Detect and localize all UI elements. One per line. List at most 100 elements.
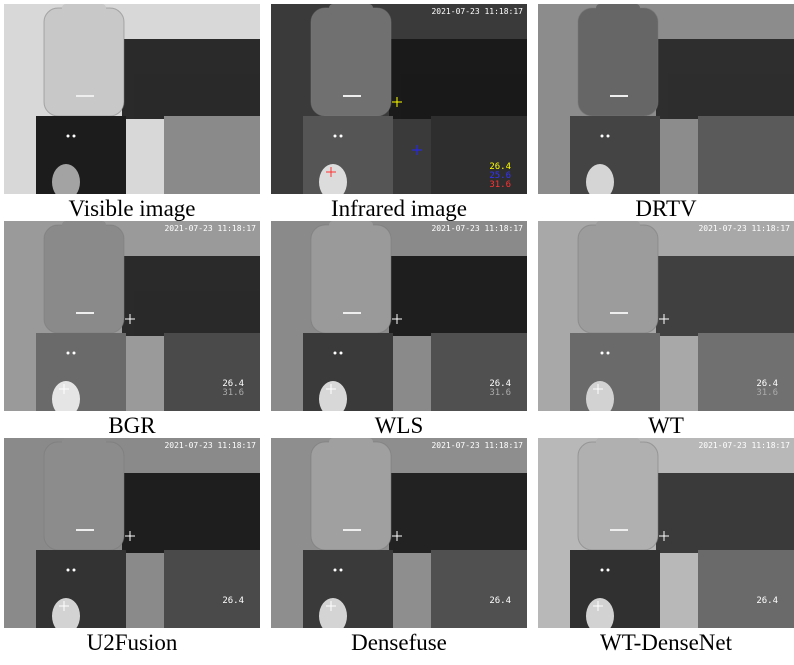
indicator bbox=[607, 352, 610, 355]
box bbox=[164, 550, 260, 628]
temperature-reading: 26.4 bbox=[489, 596, 511, 606]
box bbox=[698, 116, 794, 194]
box bbox=[431, 333, 527, 411]
indicator bbox=[607, 135, 610, 138]
monitor-lower bbox=[401, 74, 527, 119]
indicator bbox=[607, 569, 610, 572]
panel: DRTV bbox=[538, 4, 794, 222]
monitor-lower bbox=[668, 508, 794, 553]
box bbox=[431, 116, 527, 194]
indicator bbox=[67, 135, 70, 138]
dispenser-base bbox=[36, 333, 126, 411]
temperature-reading: 26.4 bbox=[756, 596, 778, 606]
figure: Visible image2021-07-23 11:18:1726.425.6… bbox=[0, 0, 794, 665]
timestamp: 2021-07-23 11:18:17 bbox=[698, 224, 790, 233]
monitor-lower bbox=[401, 508, 527, 553]
timestamp: 2021-07-23 11:18:17 bbox=[431, 7, 523, 16]
caption: BGR bbox=[4, 413, 260, 439]
bottle-cap bbox=[62, 221, 106, 231]
indicator bbox=[334, 569, 337, 572]
bottle-cap bbox=[596, 4, 640, 14]
monitor-lower bbox=[401, 291, 527, 336]
box bbox=[164, 116, 260, 194]
water-bottle bbox=[311, 442, 391, 550]
dispenser-base bbox=[570, 116, 660, 194]
panel: Visible image bbox=[4, 4, 260, 222]
indicator bbox=[601, 135, 604, 138]
water-bottle bbox=[44, 225, 124, 333]
caption: WT-DenseNet bbox=[538, 630, 794, 656]
dispenser-base bbox=[36, 116, 126, 194]
dispenser-base bbox=[303, 116, 393, 194]
indicator bbox=[334, 352, 337, 355]
dispenser-base bbox=[303, 333, 393, 411]
monitor-lower bbox=[134, 74, 260, 119]
monitor-lower bbox=[668, 74, 794, 119]
water-bottle bbox=[44, 8, 124, 116]
temperature-reading: 31.6 bbox=[756, 388, 778, 398]
timestamp: 2021-07-23 11:18:17 bbox=[431, 441, 523, 450]
timestamp: 2021-07-23 11:18:17 bbox=[164, 441, 256, 450]
image: 2021-07-23 11:18:17 26.4 bbox=[538, 438, 794, 628]
dispenser-base bbox=[36, 550, 126, 628]
water-bottle bbox=[311, 8, 391, 116]
monitor-lower bbox=[668, 291, 794, 336]
water-bottle bbox=[578, 442, 658, 550]
dispenser-base bbox=[570, 550, 660, 628]
timestamp: 2021-07-23 11:18:17 bbox=[698, 441, 790, 450]
bottle-cap bbox=[62, 438, 106, 448]
indicator bbox=[67, 352, 70, 355]
panel: 2021-07-23 11:18:17 26.4 Densefuse bbox=[271, 438, 527, 656]
temperature-reading: 31.6 bbox=[489, 180, 511, 190]
indicator bbox=[340, 352, 343, 355]
dispenser-base bbox=[303, 550, 393, 628]
indicator bbox=[340, 135, 343, 138]
panel: 2021-07-23 11:18:1726.431.6BGR bbox=[4, 221, 260, 439]
water-bottle bbox=[44, 442, 124, 550]
monitor-lower bbox=[134, 508, 260, 553]
box bbox=[698, 333, 794, 411]
caption: Infrared image bbox=[271, 196, 527, 222]
indicator bbox=[73, 569, 76, 572]
indicator bbox=[601, 569, 604, 572]
dispenser-base bbox=[570, 333, 660, 411]
bottle-cap bbox=[329, 221, 373, 231]
timestamp: 2021-07-23 11:18:17 bbox=[164, 224, 256, 233]
panel: 2021-07-23 11:18:17 26.4 WT-DenseNet bbox=[538, 438, 794, 656]
bottle-cap bbox=[596, 221, 640, 231]
bottle-cap bbox=[329, 438, 373, 448]
monitor-lower bbox=[134, 291, 260, 336]
caption: U2Fusion bbox=[4, 630, 260, 656]
caption: WLS bbox=[271, 413, 527, 439]
indicator bbox=[601, 352, 604, 355]
bottle-cap bbox=[62, 4, 106, 14]
temperature-reading: 31.6 bbox=[222, 388, 244, 398]
timestamp: 2021-07-23 11:18:17 bbox=[431, 224, 523, 233]
water-bottle bbox=[311, 225, 391, 333]
caption: DRTV bbox=[538, 196, 794, 222]
image: 2021-07-23 11:18:17 26.4 bbox=[271, 438, 527, 628]
bottle-cap bbox=[596, 438, 640, 448]
caption: WT bbox=[538, 413, 794, 439]
indicator bbox=[73, 352, 76, 355]
indicator bbox=[334, 135, 337, 138]
water-bottle bbox=[578, 225, 658, 333]
image bbox=[538, 4, 794, 194]
box bbox=[698, 550, 794, 628]
indicator bbox=[67, 569, 70, 572]
box bbox=[431, 550, 527, 628]
caption: Densefuse bbox=[271, 630, 527, 656]
indicator bbox=[340, 569, 343, 572]
bottle-cap bbox=[329, 4, 373, 14]
water-bottle bbox=[578, 8, 658, 116]
indicator bbox=[73, 135, 76, 138]
temperature-reading: 31.6 bbox=[489, 388, 511, 398]
